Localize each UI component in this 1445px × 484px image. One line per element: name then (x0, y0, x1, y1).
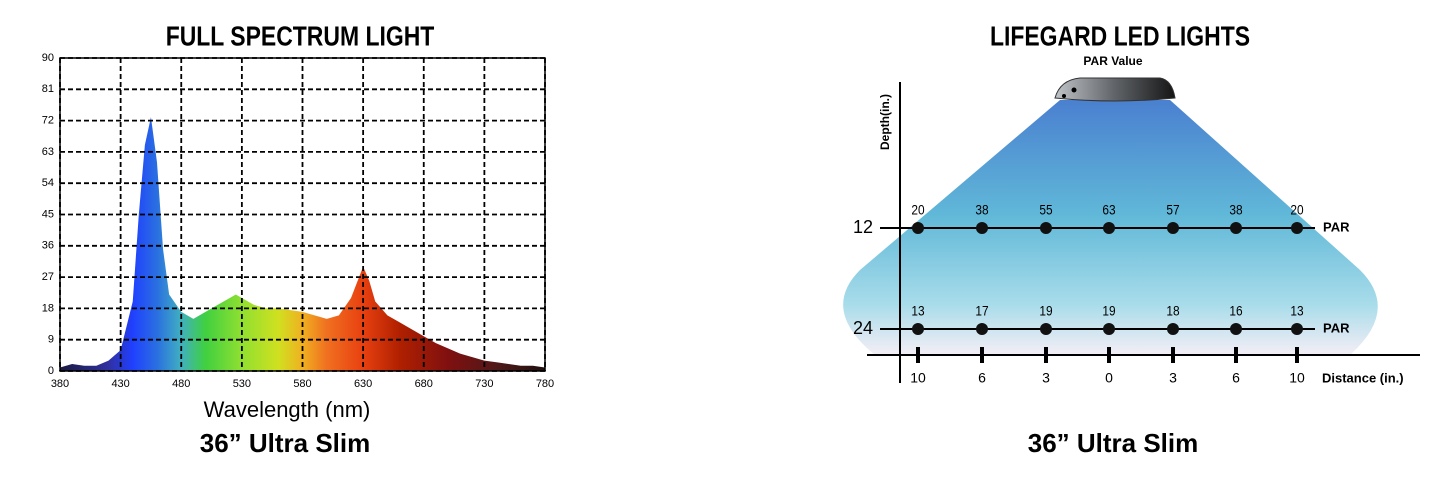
x-tick-label: 0 (1105, 370, 1113, 386)
par-value: 38 (1229, 202, 1242, 218)
y-tick-label: 63 (42, 146, 54, 158)
x-tick-label: 480 (172, 378, 190, 390)
x-tick-label: 6 (1232, 370, 1240, 386)
x-tick-label: 730 (475, 378, 493, 390)
par-value: 57 (1166, 202, 1179, 218)
y-axis-label: Depth(in.) (878, 94, 892, 150)
par-point (1291, 323, 1303, 335)
light-fixture (1054, 77, 1176, 102)
y-tick-label: 18 (42, 302, 54, 314)
fixture-dot (1062, 94, 1066, 98)
x-tick-label: 580 (293, 378, 311, 390)
row-unit: PAR (1323, 320, 1350, 335)
plot-frame (59, 57, 546, 372)
caption: 36” Ultra Slim (1028, 428, 1199, 458)
x-tick-label: 530 (233, 378, 251, 390)
par-point (1103, 222, 1115, 234)
x-axis-label: Distance (in.) (1322, 370, 1404, 385)
x-tick-label: 6 (978, 370, 986, 386)
par-value: 13 (911, 303, 924, 319)
row-unit: PAR (1323, 219, 1350, 234)
par-point (1291, 222, 1303, 234)
par-value: 19 (1039, 303, 1052, 319)
fixture-dot (1071, 87, 1077, 93)
par-value: 13 (1290, 303, 1303, 319)
par-value: 20 (1290, 202, 1303, 218)
par-point (1230, 323, 1242, 335)
par-value: 38 (975, 202, 988, 218)
par-point (1167, 222, 1179, 234)
x-tick-label: 10 (910, 370, 926, 386)
y-tick-label: 72 (42, 115, 54, 127)
depth-label: 12 (853, 217, 873, 237)
par-value: 55 (1039, 202, 1052, 218)
par-point (1230, 222, 1242, 234)
x-tick-label: 3 (1042, 370, 1050, 386)
y-tick-label: 36 (42, 240, 54, 252)
par-value: 20 (911, 202, 924, 218)
depth-label: 24 (853, 318, 873, 338)
y-tick-label: 27 (42, 271, 54, 283)
caption: 36” Ultra Slim (200, 428, 371, 458)
x-tick-label: 680 (415, 378, 433, 390)
x-axis-label: Wavelength (nm) (204, 397, 371, 422)
par-point (1103, 323, 1115, 335)
par-point (1040, 323, 1052, 335)
par-value: 17 (975, 303, 988, 319)
y-tick-label: 0 (48, 365, 54, 377)
y-tick-label: 81 (42, 83, 54, 95)
x-tick-label: 380 (51, 378, 69, 390)
par-value: 63 (1102, 202, 1115, 218)
x-tick-label: 780 (536, 378, 554, 390)
y-tick-label: 90 (42, 52, 54, 64)
par-value: 19 (1102, 303, 1115, 319)
par-point (1167, 323, 1179, 335)
par-point (976, 323, 988, 335)
par-point (976, 222, 988, 234)
par-point (912, 222, 924, 234)
y-tick-label: 9 (48, 334, 54, 346)
x-tick-label: 3 (1169, 370, 1177, 386)
par-value: 16 (1229, 303, 1242, 319)
x-tick-label: 630 (354, 378, 372, 390)
chart-title: LIFEGARD LED LIGHTS (990, 21, 1250, 52)
spectrum-area (60, 117, 545, 372)
x-tick-label: 10 (1289, 370, 1305, 386)
y-tick-label: 45 (42, 208, 54, 220)
subtitle: PAR Value (1083, 54, 1142, 68)
y-tick-label: 54 (42, 177, 54, 189)
par-point (912, 323, 924, 335)
par-point (1040, 222, 1052, 234)
x-tick-label: 430 (111, 378, 129, 390)
chart-title: FULL SPECTRUM LIGHT (166, 21, 435, 52)
par-value: 18 (1166, 303, 1179, 319)
